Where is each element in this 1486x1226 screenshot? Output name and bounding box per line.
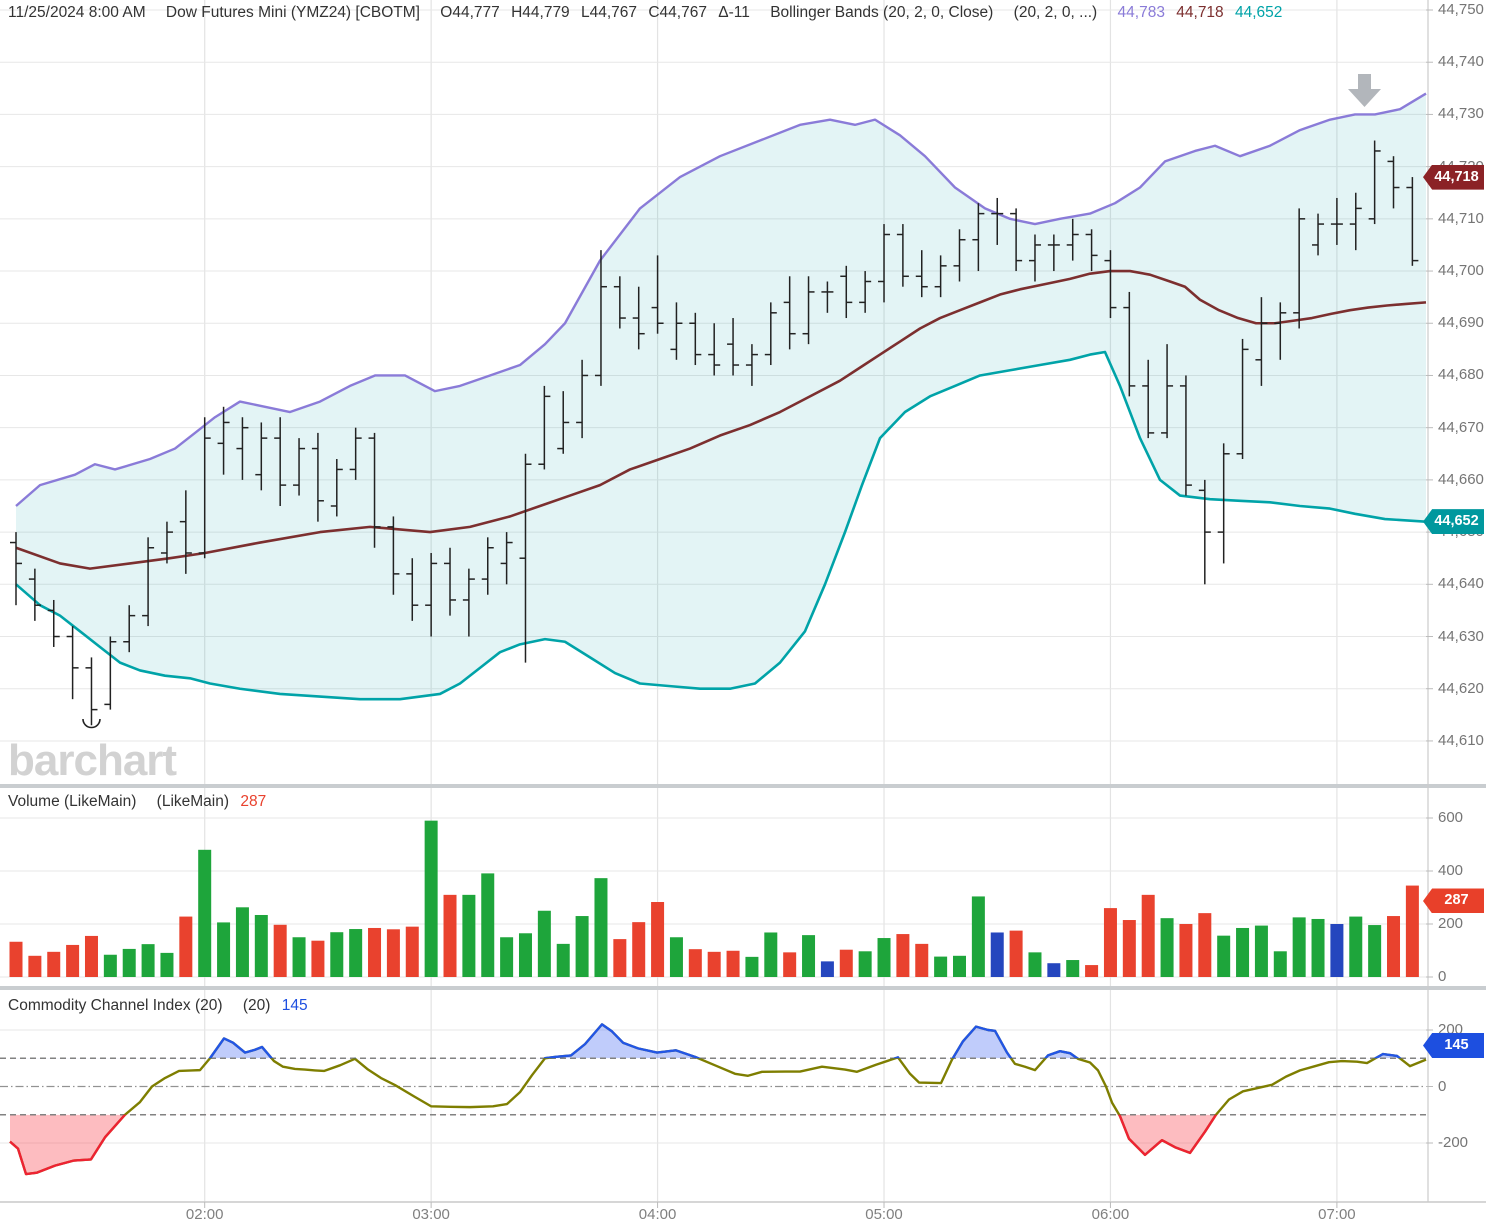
- cci-line-oversold: [9, 1114, 1218, 1176]
- price-axis-label: 44,710: [1438, 209, 1484, 227]
- volume-bars: [9, 820, 1419, 977]
- header-study-name[interactable]: Bollinger Bands (20, 2, 0, Close): [770, 4, 994, 21]
- main-chart-header: 11/25/2024 8:00 AM Dow Futures Mini (YMZ…: [8, 4, 1282, 22]
- cci-current-value: 145: [281, 997, 308, 1014]
- volume-axis-label: 0: [1438, 968, 1447, 985]
- header-close: C44,767: [648, 4, 707, 21]
- price-axis-label: 44,740: [1438, 53, 1484, 71]
- band-fill: [16, 93, 1426, 700]
- volume-axis-label: 600: [1438, 809, 1464, 826]
- volume-title-2[interactable]: (LikeMain): [156, 793, 230, 810]
- header-open: O44,777: [440, 4, 500, 21]
- price-axis-label: 44,630: [1438, 627, 1484, 645]
- time-axis-label: 02:00: [185, 1206, 224, 1223]
- time-axis-label: 03:00: [412, 1206, 450, 1223]
- header-datetime: 11/25/2024 8:00 AM: [8, 4, 146, 21]
- cci-line-overbought: [208, 1023, 1402, 1059]
- session-low-marker-icon: [82, 718, 101, 729]
- price-axis-label: 44,690: [1438, 314, 1484, 332]
- header-study-params[interactable]: (20, 2, 0, ...): [1013, 4, 1098, 21]
- cci-title[interactable]: Commodity Channel Index (20): [8, 997, 223, 1014]
- price-axis-label: 44,700: [1438, 262, 1484, 280]
- bb-lower-value: 44,652: [1235, 4, 1283, 21]
- bb-middle-value: 44,718: [1176, 4, 1224, 21]
- cci-panel-header: Commodity Channel Index (20) (20) 145: [8, 997, 308, 1015]
- cci-axis-label: 0: [1438, 1077, 1447, 1095]
- bb-upper-value: 44,783: [1117, 4, 1165, 21]
- price-badge-bb-middle: 44,718: [1423, 164, 1484, 190]
- price-axis-label: 44,680: [1438, 366, 1484, 384]
- volume-current-value: 287: [240, 793, 267, 810]
- cci-oversold-fill: [10, 1114, 1426, 1175]
- header-high: H44,779: [511, 4, 570, 21]
- cci-axis-label: -200: [1438, 1134, 1469, 1151]
- price-axis-label: 44,610: [1438, 731, 1484, 749]
- price-axis-label: 44,750: [1438, 1, 1484, 18]
- volume-axis-label: 400: [1438, 862, 1464, 879]
- cci-title-2[interactable]: (20): [242, 997, 271, 1014]
- price-axis-label: 44,660: [1438, 470, 1484, 488]
- price-axis-label: 44,620: [1438, 679, 1484, 697]
- cci-overbought-fill: [10, 1024, 1426, 1059]
- ohlc-bars: [10, 140, 1419, 726]
- price-axis-label: 44,730: [1438, 105, 1484, 123]
- volume-badge: 287: [1423, 888, 1484, 914]
- header-change: Δ-11: [718, 4, 750, 21]
- header-low: L44,767: [581, 4, 638, 21]
- scroll-down-arrow-icon[interactable]: [1348, 74, 1381, 107]
- time-axis-label: 05:00: [865, 1206, 903, 1223]
- time-axis-label: 07:00: [1318, 1206, 1356, 1223]
- price-axis-label: 44,670: [1438, 418, 1484, 436]
- bb-upper-line: [15, 92, 1427, 507]
- volume-title[interactable]: Volume (LikeMain): [8, 793, 137, 810]
- cci-badge: 145: [1423, 1033, 1484, 1059]
- panel-divider[interactable]: [0, 986, 1486, 990]
- time-axis-label: 06:00: [1091, 1206, 1130, 1223]
- volume-panel-header: Volume (LikeMain) (LikeMain) 287: [8, 793, 266, 811]
- time-axis-label: 04:00: [638, 1206, 677, 1223]
- bb-lower-line: [15, 350, 1427, 701]
- barchart-watermark: barchart: [8, 736, 177, 785]
- price-axis-label: 44,640: [1438, 575, 1484, 593]
- price-badge-bb-lower: 44,652: [1423, 509, 1484, 535]
- panel-divider[interactable]: [0, 784, 1486, 788]
- volume-axis-label: 200: [1438, 915, 1464, 932]
- header-symbol: Dow Futures Mini (YMZ24) [CBOTM]: [165, 4, 420, 21]
